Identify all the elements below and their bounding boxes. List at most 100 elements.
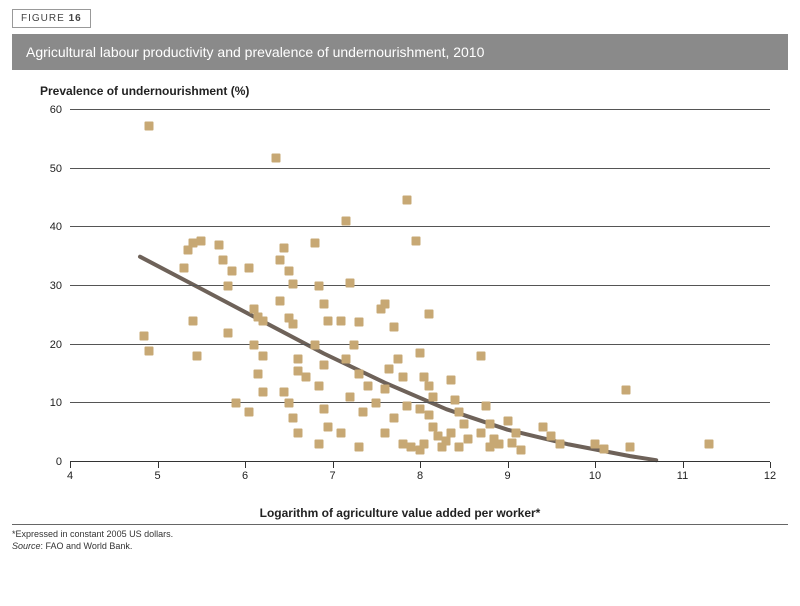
data-point (258, 352, 267, 361)
data-point (464, 434, 473, 443)
x-tick-label: 10 (589, 470, 601, 482)
data-point (424, 310, 433, 319)
data-point (302, 372, 311, 381)
gridline (70, 402, 770, 403)
data-point (451, 396, 460, 405)
x-tick-label: 12 (764, 470, 776, 482)
y-axis-title: Prevalence of undernourishment (%) (40, 84, 788, 98)
data-point (258, 317, 267, 326)
data-point (245, 264, 254, 273)
data-point (232, 399, 241, 408)
data-point (280, 243, 289, 252)
data-point (416, 405, 425, 414)
chart-title: Agricultural labour productivity and pre… (26, 44, 484, 60)
data-point (591, 440, 600, 449)
source-label: Source (12, 541, 41, 551)
data-point (486, 419, 495, 428)
data-point (503, 416, 512, 425)
x-tick (508, 462, 509, 468)
data-point (459, 419, 468, 428)
data-point (538, 422, 547, 431)
data-point (398, 372, 407, 381)
y-tick-label: 30 (50, 280, 62, 292)
data-point (319, 405, 328, 414)
y-tick-label: 60 (50, 104, 62, 116)
data-point (507, 439, 516, 448)
data-point (599, 445, 608, 454)
data-point (311, 340, 320, 349)
x-tick (245, 462, 246, 468)
data-point (385, 365, 394, 374)
data-point (219, 255, 228, 264)
plot-area: 0102030405060456789101112 (70, 110, 770, 462)
data-point (486, 443, 495, 452)
data-point (140, 331, 149, 340)
data-point (372, 399, 381, 408)
data-point (424, 381, 433, 390)
data-point (626, 443, 635, 452)
x-tick (333, 462, 334, 468)
data-point (254, 370, 263, 379)
data-point (315, 440, 324, 449)
data-point (481, 402, 490, 411)
data-point (446, 375, 455, 384)
data-point (389, 414, 398, 423)
y-tick-label: 20 (50, 339, 62, 351)
data-point (293, 428, 302, 437)
data-point (398, 440, 407, 449)
data-point (284, 267, 293, 276)
x-tick-label: 9 (504, 470, 510, 482)
data-point (350, 340, 359, 349)
source-text: : FAO and World Bank. (41, 541, 133, 551)
x-tick-label: 11 (677, 470, 688, 482)
y-tick-label: 0 (56, 456, 62, 468)
x-tick-label: 5 (154, 470, 160, 482)
data-point (446, 428, 455, 437)
data-point (245, 408, 254, 417)
x-tick-label: 6 (242, 470, 248, 482)
data-point (389, 323, 398, 332)
data-point (354, 370, 363, 379)
data-point (341, 355, 350, 364)
data-point (258, 387, 267, 396)
data-point (381, 384, 390, 393)
data-point (411, 236, 420, 245)
x-tick (595, 462, 596, 468)
data-point (324, 317, 333, 326)
footnotes: *Expressed in constant 2005 US dollars. … (12, 524, 788, 552)
data-point (341, 217, 350, 226)
data-point (433, 431, 442, 440)
data-point (271, 154, 280, 163)
data-point (144, 346, 153, 355)
data-point (402, 402, 411, 411)
data-point (381, 299, 390, 308)
data-point (547, 431, 556, 440)
data-point (354, 318, 363, 327)
data-point (280, 387, 289, 396)
data-point (363, 381, 372, 390)
data-point (394, 355, 403, 364)
data-point (293, 367, 302, 376)
data-point (324, 422, 333, 431)
data-point (293, 355, 302, 364)
y-tick-label: 40 (50, 221, 62, 233)
data-point (337, 317, 346, 326)
x-tick (683, 462, 684, 468)
data-point (289, 320, 298, 329)
data-point (424, 411, 433, 420)
data-point (416, 446, 425, 455)
x-tick (420, 462, 421, 468)
data-point (311, 239, 320, 248)
data-point (276, 255, 285, 264)
data-point (192, 352, 201, 361)
data-point (346, 393, 355, 402)
data-point (429, 393, 438, 402)
plot-box: 0102030405060456789101112 (12, 102, 788, 502)
data-point (276, 296, 285, 305)
figure-label-prefix: FIGURE (21, 13, 65, 24)
data-point (227, 267, 236, 276)
data-point (407, 443, 416, 452)
x-tick-label: 4 (67, 470, 73, 482)
figure-label: FIGURE 16 (12, 9, 91, 28)
data-point (704, 440, 713, 449)
